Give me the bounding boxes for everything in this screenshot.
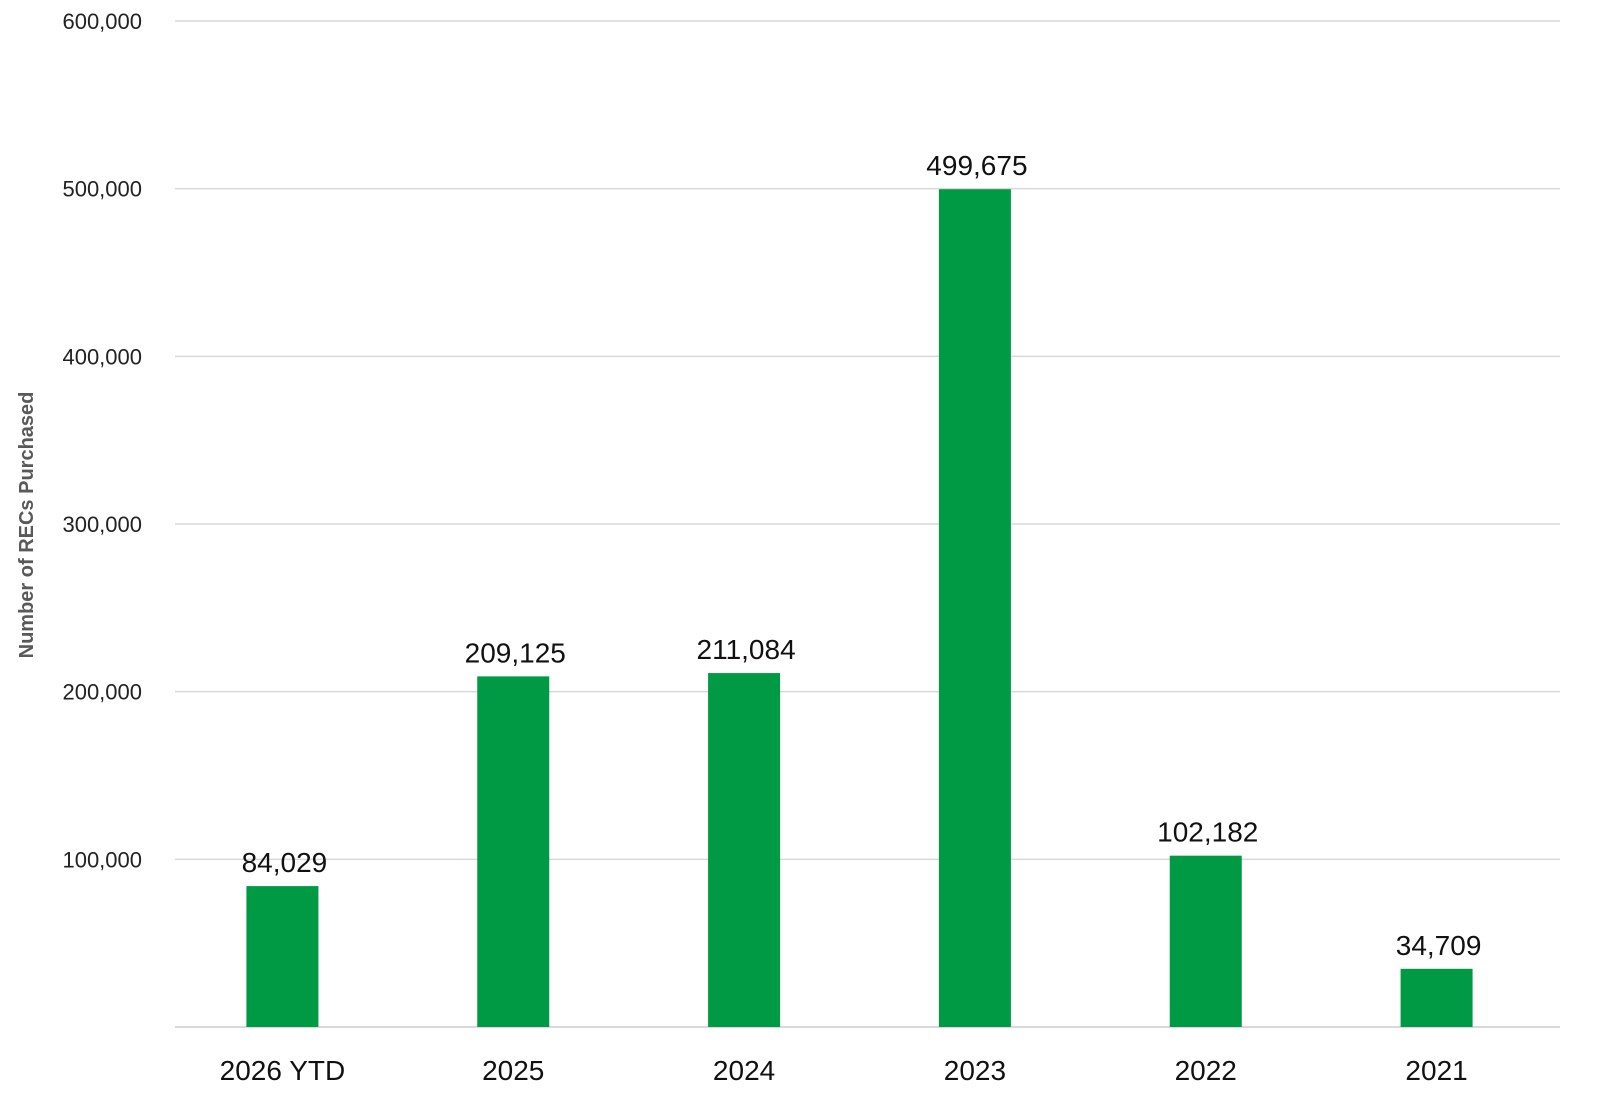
bar [708, 673, 781, 1027]
x-tick-label: 2021 [1405, 1055, 1467, 1086]
data-labels: 84,029 209,125 211,084 499,675 102,182 34,709 [242, 150, 1482, 961]
data-label: 84,029 [242, 847, 328, 878]
data-label: 211,084 [697, 634, 796, 665]
data-label: 102,182 [1157, 817, 1258, 848]
y-tick-label: 500,000 [62, 177, 142, 202]
x-tick-label: 2023 [944, 1055, 1006, 1086]
x-axis-ticks: 2026 YTD 2025 2024 2023 2022 2021 [220, 1055, 1468, 1086]
x-tick-label: 2022 [1175, 1055, 1237, 1086]
y-tick-label: 200,000 [62, 680, 142, 705]
gridlines [175, 20, 1560, 1028]
y-tick-label: 300,000 [62, 512, 142, 537]
bar [938, 189, 1011, 1028]
data-label: 34,709 [1396, 930, 1482, 961]
data-label: 209,125 [465, 637, 566, 668]
data-label: 499,675 [926, 150, 1027, 181]
bar [246, 886, 319, 1027]
y-axis-title: Number of RECs Purchased [16, 392, 38, 659]
y-axis-ticks: 100,000 200,000 300,000 400,000 500,000 600,0… [62, 9, 142, 872]
x-tick-label: 2024 [713, 1055, 775, 1086]
bar [1400, 968, 1473, 1027]
x-tick-label: 2025 [482, 1055, 544, 1086]
y-tick-label: 400,000 [62, 344, 142, 369]
y-tick-label: 100,000 [62, 847, 142, 872]
bar [1169, 855, 1242, 1027]
bar [477, 676, 550, 1027]
x-tick-label: 2026 YTD [220, 1055, 346, 1086]
bars [246, 189, 1473, 1028]
y-tick-label: 600,000 [62, 9, 142, 34]
